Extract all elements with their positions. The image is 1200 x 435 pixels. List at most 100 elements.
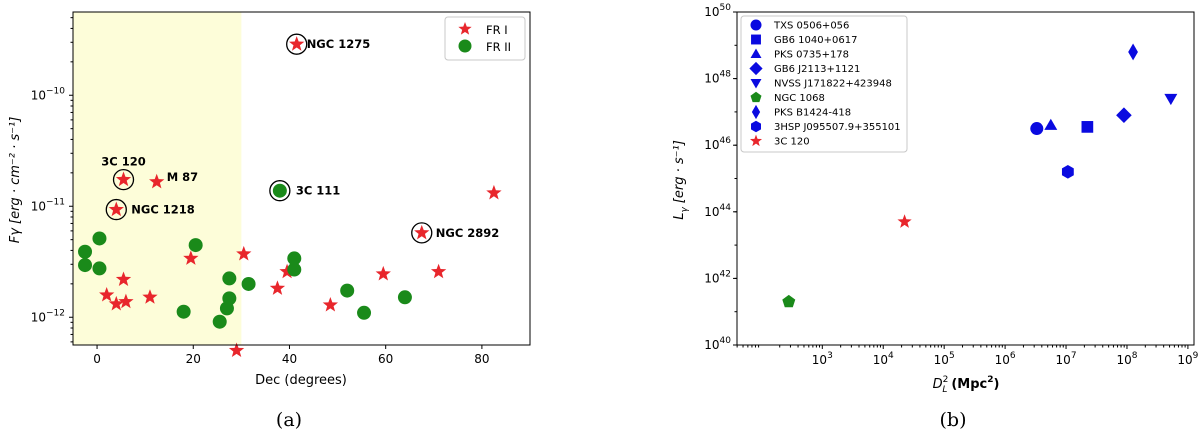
legend-marker-icon [750,91,762,103]
legend-marker-icon [749,61,763,76]
frii-point-0 [78,244,93,259]
y-tick-label: 1046 [704,136,731,152]
fri-point-17 [289,36,305,51]
source-point-5 [782,294,796,308]
frii-point-9 [222,271,237,286]
legend-label: PKS 0735+178 [774,50,849,61]
x-tick-label: 0 [93,352,101,366]
y-tick-label: 1050 [704,3,731,19]
frii-point-2 [92,231,107,246]
source-annotation: NGC 1218 [131,203,195,217]
fri-point-2 [115,271,132,287]
legend-label: 3HSP J095507.9+355101 [774,122,901,133]
frii-point-11 [287,262,302,277]
fri-point-15 [149,173,165,189]
legend-fri-star-icon [458,22,472,35]
source-annotation: 3C 111 [296,184,340,198]
legend-fri-label: FR I [486,23,508,37]
source-annotation: 3C 120 [101,155,145,169]
frii-point-12 [287,251,302,266]
y-tick-label: 1048 [704,70,731,86]
fri-point-6 [228,342,245,358]
x-tick-label: 40 [282,352,297,366]
caption-a: (a) [276,409,302,431]
x-tick-label: 60 [378,352,393,366]
legend-label: NVSS J171822+423948 [774,79,892,90]
frii-point-14 [357,305,372,320]
x-tick-label: 103 [812,351,833,367]
fri-point-5 [183,250,199,265]
panel-b-x-label: D2 L (Mpc2) [933,375,1000,395]
frii-point-8 [222,291,237,306]
frii-point-10 [241,276,256,291]
fri-point-0 [99,287,115,302]
highlight-ring [112,168,135,191]
highlight-ring [411,222,433,244]
source-annotation: NGC 2892 [436,226,500,240]
highlight-ring [286,33,308,55]
y-tick-label: 10−12 [31,308,65,324]
source-point-4 [1164,93,1178,106]
legend-marker-icon [751,34,761,45]
legend-frii-label: FR II [486,40,511,54]
fri-point-16 [108,201,124,217]
source-point-8 [897,214,912,228]
frii-point-4 [176,304,191,319]
x-tick-label: 20 [186,352,201,366]
panel-a-x-ticks: 0 20 40 60 80 [93,345,490,366]
source-point-1 [1081,121,1094,133]
legend-marker-icon [751,104,761,120]
legend-label: TXS 0506+056 [773,21,849,32]
x-tick-label: 109 [1177,351,1198,367]
panel-a-x-label: Dec (degrees) [255,373,347,388]
fri-point-11 [375,265,391,281]
x-tick-label: 108 [1116,351,1137,367]
frii-point-13 [340,283,355,298]
y-tick-label: 1044 [704,203,731,219]
panel-b-legend: TXS 0506+056 GB6 1040+0617 PKS 0735+178 GB6… [740,15,908,153]
source-annotation: NGC 1275 [307,37,371,51]
frii-point-15 [397,290,412,305]
legend-label: GB6 J2113+1121 [774,64,860,75]
x-tick-label: 105 [934,351,955,367]
legend-marker-icon [750,19,762,31]
legend-marker-icon [749,134,763,147]
fri-point-7 [236,245,252,261]
legend-label: GB6 1040+0617 [774,35,857,46]
fri-point-14 [115,171,132,187]
fri-point-13 [486,184,502,200]
legend-label: NGC 1068 [774,93,825,104]
y-tick-label: 10−10 [31,86,66,102]
fri-point-4 [142,289,158,304]
source-annotation: M 87 [167,170,198,184]
source-point-0 [1030,122,1044,136]
legend-label: PKS B1424-418 [774,108,851,119]
frii-point-5 [188,238,203,253]
y-tick-label: 1040 [704,336,731,352]
x-tick-label: 106 [995,351,1016,367]
y-tick-label: 10−11 [31,197,65,213]
source-point-7 [1061,165,1074,179]
panel-a-points [78,36,502,358]
legend-marker-icon [750,79,762,89]
source-point-6 [1128,43,1138,61]
panel-b-distance-luminosity-scatter: 103 104 105 106 107 108 109 104010421044104610… [672,3,1199,395]
source-point-3 [1116,107,1132,124]
fri-point-9 [279,263,295,279]
highlight-ring [269,180,291,202]
frii-point-3 [92,261,107,276]
legend-marker-icon [750,48,762,58]
fri-point-3 [118,293,134,309]
panel-a-y-label: Fγ [erg · cm⁻² · s⁻¹] [8,117,23,244]
panel-a-frame [72,11,531,346]
x-tick-label: 107 [1056,351,1077,367]
panel-b-y-label: Lγ[erg · s⁻¹] [672,140,690,220]
highlight-ring [105,198,127,221]
caption-b: (b) [940,409,967,431]
frii-point-1 [78,258,93,273]
x-tick-label: 104 [873,351,894,367]
panel-b-legend-items: TXS 0506+056 GB6 1040+0617 PKS 0735+178 GB6… [749,19,901,148]
panel-b-x-ticks: 103 104 105 106 107 108 109 [736,345,1199,367]
